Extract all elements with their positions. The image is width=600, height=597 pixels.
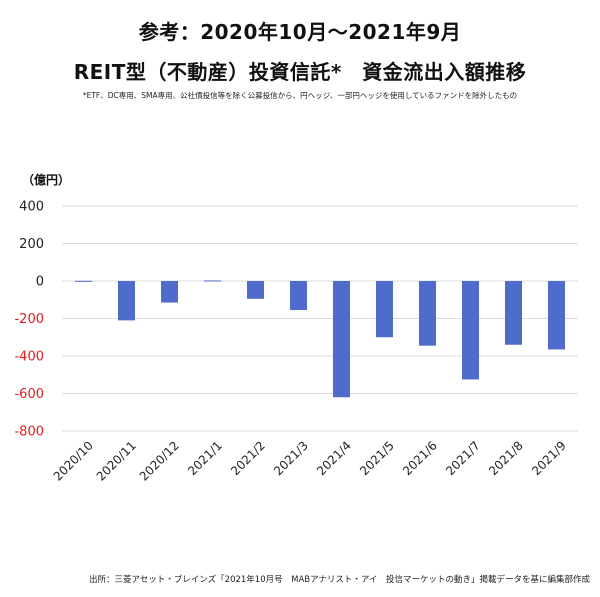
gridlines (62, 205, 578, 432)
bars (75, 280, 565, 398)
x-tick-label: 2021/8 (486, 438, 526, 478)
y-tick-label: 400 (19, 200, 44, 215)
bar (204, 280, 221, 282)
y-tick-label: 0 (36, 275, 44, 290)
bar (505, 281, 522, 345)
x-tick-label: 2020/10 (51, 438, 96, 483)
x-tick-label: 2020/12 (137, 438, 182, 483)
x-tick-label: 2021/2 (228, 438, 268, 478)
x-tick-label: 2021/5 (357, 438, 397, 478)
bar (548, 281, 565, 350)
bar (118, 281, 135, 321)
x-tick-label: 2021/6 (400, 438, 440, 478)
y-unit-label: （億円） (22, 173, 71, 187)
x-tick-label: 2021/7 (443, 438, 483, 478)
y-tick-label: -600 (14, 387, 44, 402)
chart-title-line1: 参考：2020年10月～2021年9月 (138, 20, 462, 44)
y-tick-label: -200 (14, 312, 44, 327)
bar (333, 281, 350, 398)
x-tick-label: 2020/11 (94, 438, 139, 483)
bar (75, 280, 92, 282)
y-tick-label: -800 (14, 425, 44, 440)
x-tick-label: 2021/1 (185, 438, 225, 478)
chart-title-line2: REIT型（不動産）投資信託* 資金流出入額推移 (73, 60, 527, 84)
bar (419, 281, 436, 346)
source-note: 出所：三菱アセット・ブレインズ「2021年10月号 MABアナリスト・アイ 投信… (89, 575, 590, 585)
x-tick-label: 2021/4 (314, 438, 354, 478)
bar (247, 281, 264, 299)
x-tick-label: 2021/3 (271, 438, 311, 478)
bar (161, 281, 178, 303)
bar (462, 281, 479, 380)
x-tick-label: 2021/9 (529, 438, 569, 478)
y-axis-ticks: 400 200 0 -200 -400 -600 -800 (14, 200, 44, 440)
bar (376, 281, 393, 338)
y-tick-label: 200 (19, 237, 44, 252)
y-tick-label: -400 (14, 350, 44, 365)
footnote: *ETF、DC専用、SMA専用、公社債投信等を除く公募投信から、円ヘッジ、一部円… (82, 91, 518, 100)
bar (290, 281, 307, 311)
